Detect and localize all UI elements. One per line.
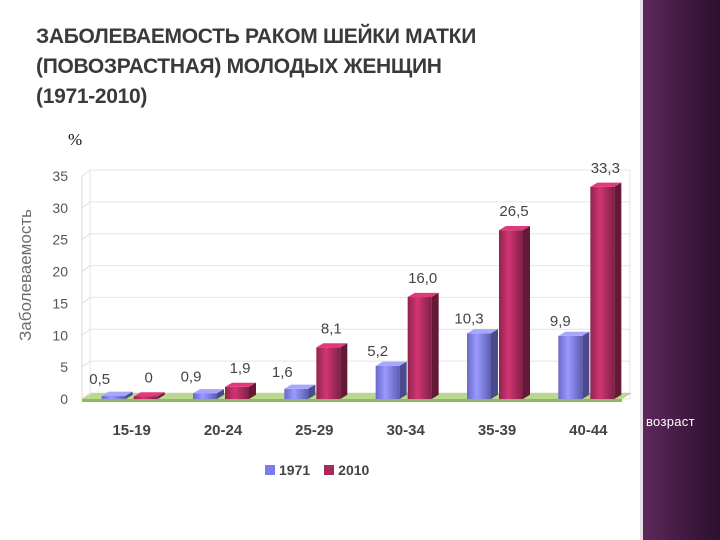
- y-tick-label: 15: [52, 295, 68, 311]
- gridline-diag: [81, 169, 91, 177]
- bar-top-1971-25-29: [284, 384, 316, 389]
- y-tick-label: 35: [52, 168, 68, 184]
- y-tick-label: 20: [52, 264, 68, 280]
- x-tick-label: 30-34: [386, 422, 425, 439]
- legend-swatch-2010: [324, 465, 335, 475]
- bar-top-2010-35-39: [499, 225, 530, 231]
- data-label-1971-35-39: 10,3: [454, 310, 483, 327]
- y-tick-label: 5: [60, 359, 68, 375]
- bar-2010-35-39: [499, 230, 523, 399]
- x-tick-label: 15-19: [112, 422, 150, 439]
- data-label-2010-20-24: 1,9: [230, 360, 251, 377]
- bar-1971-40-44: [558, 335, 583, 399]
- bar-side-2010-20-24: [249, 382, 256, 399]
- gridline-diag: [81, 265, 91, 272]
- chart-legend: 1971 2010: [265, 462, 369, 478]
- bar-top-2010-15-19: [133, 392, 165, 397]
- data-label-2010-15-19: 0: [144, 370, 152, 387]
- bar-side-1971-20-24: [217, 389, 224, 399]
- bar-1971-35-39: [467, 333, 491, 399]
- bar-top-2010-30-34: [407, 292, 439, 298]
- bar-side-1971-40-44: [582, 331, 590, 399]
- bar-side-1971-35-39: [491, 329, 498, 399]
- gridline-diag: [81, 392, 91, 400]
- y-tick-label: 25: [52, 232, 68, 248]
- legend-label-1971: 1971: [279, 462, 311, 478]
- bar-top-1971-40-44: [558, 331, 590, 336]
- bar-side-1971-25-29: [308, 384, 316, 399]
- bar-2010-20-24: [225, 386, 249, 399]
- bars-layer: [101, 182, 622, 399]
- x-tick-label: 20-24: [204, 422, 243, 439]
- bar-1971-30-34: [375, 365, 400, 399]
- bar-top-1971-15-19: [101, 391, 133, 396]
- plot-back-wall: [89, 169, 631, 400]
- bar-side-2010-30-34: [431, 292, 439, 399]
- bar-top-1971-35-39: [467, 329, 498, 334]
- legend-label-2010: 2010: [338, 462, 370, 478]
- bar-side-1971-15-19: [125, 391, 133, 399]
- x-axis-title: возраст: [646, 414, 695, 429]
- bar-top-1971-30-34: [375, 361, 407, 366]
- gridline-diag: [81, 360, 91, 368]
- percent-unit-label: %: [68, 130, 83, 149]
- floor-edge: [82, 399, 622, 402]
- gridline-diag: [81, 233, 91, 241]
- bar-side-2010-25-29: [340, 343, 348, 399]
- bar-side-2010-15-19: [157, 392, 165, 399]
- x-tick-label: 35-39: [478, 422, 516, 439]
- bar-2010-30-34: [407, 297, 432, 399]
- grid-layer: 0 5 10 15 20 25 30 35: [52, 168, 631, 407]
- bar-2010-25-29: [316, 347, 341, 399]
- decorative-side-band: [640, 0, 720, 540]
- legend-item-1971: 1971: [265, 462, 310, 478]
- legend-swatch-1971: [265, 465, 275, 475]
- bar-2010-40-44: [590, 186, 615, 399]
- gridline-diag: [81, 297, 91, 304]
- y-tick-label: 30: [52, 200, 68, 216]
- bar-1971-20-24: [193, 393, 217, 399]
- bar-side-2010-35-39: [523, 225, 530, 399]
- data-label-2010-35-39: 26,5: [499, 203, 528, 220]
- data-label-1971-40-44: 9,9: [550, 313, 571, 330]
- data-label-1971-25-29: 1,6: [272, 364, 293, 381]
- y-tick-label: 10: [52, 327, 68, 343]
- bar-1971-15-19: [101, 395, 126, 399]
- bar-side-2010-40-44: [614, 182, 622, 399]
- data-label-2010-25-29: 8,1: [321, 320, 342, 337]
- legend-item-2010: 2010: [324, 462, 369, 478]
- slide-title: ЗАБОЛЕВАЕМОСТЬ РАКОМ ШЕЙКИ МАТКИ (ПОВОЗР…: [36, 25, 476, 108]
- bar-2010-15-19: [133, 396, 158, 399]
- gridline-diag: [81, 201, 91, 209]
- bar-top-1971-20-24: [193, 389, 224, 394]
- data-label-2010-40-44: 33,3: [591, 160, 620, 177]
- data-label-1971-15-19: 0,5: [89, 371, 110, 388]
- x-tick-label: 40-44: [569, 422, 608, 439]
- y-tick-label: 0: [60, 391, 68, 407]
- bar-top-2010-20-24: [225, 382, 256, 387]
- data-label-1971-20-24: 0,9: [181, 368, 202, 385]
- bar-side-1971-30-34: [399, 361, 407, 399]
- labels-layer: 0,5 0 15-19 0,9 1,9 20-24 1,6 8,1 25-29 5,2 16,0 30…: [89, 160, 620, 439]
- data-label-1971-30-34: 5,2: [367, 343, 388, 360]
- x-tick-label: 25-29: [295, 422, 333, 439]
- bar-1971-25-29: [284, 388, 309, 399]
- bar-top-2010-25-29: [316, 343, 348, 348]
- gridline-diag: [81, 328, 91, 336]
- data-label-2010-30-34: 16,0: [408, 270, 437, 287]
- bar-top-2010-40-44: [590, 182, 622, 187]
